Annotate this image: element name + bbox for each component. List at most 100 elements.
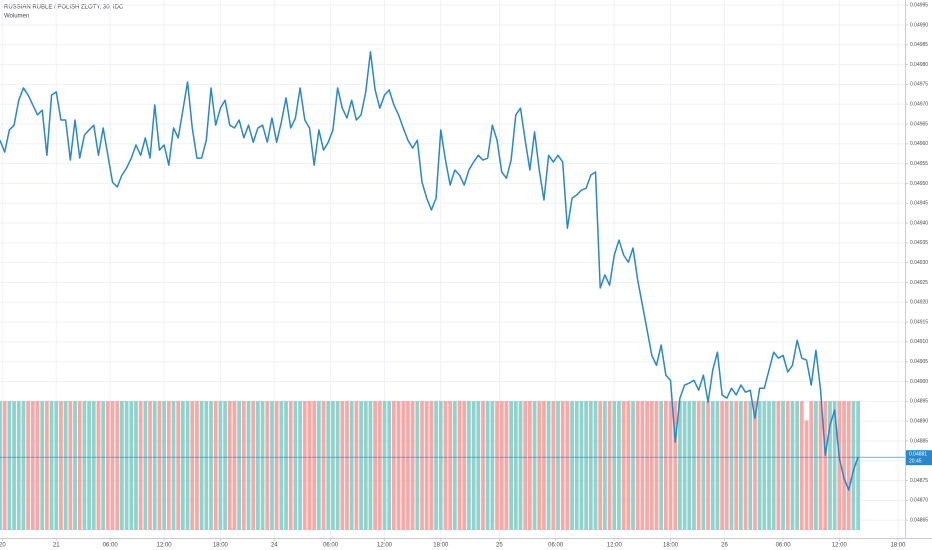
- x-tick-label: 12:00: [607, 543, 623, 549]
- y-tick-label: 0.04980: [910, 62, 928, 68]
- volume-bar: [490, 401, 495, 530]
- volume-bar: [2, 401, 7, 530]
- volume-bar: [710, 401, 715, 530]
- volume-bar: [443, 401, 448, 530]
- volume-bar: [663, 401, 668, 530]
- volume-bar: [45, 401, 49, 530]
- y-tick-label: 0.04900: [910, 379, 928, 385]
- y-tick-label: 0.04945: [910, 201, 928, 207]
- volume-bar: [415, 401, 420, 530]
- volume-bar: [316, 401, 321, 530]
- y-tick-label: 0.04890: [910, 418, 928, 424]
- volume-bar: [757, 401, 762, 530]
- x-tick-label: 06:00: [103, 543, 119, 549]
- volume-bar: [171, 401, 176, 530]
- y-tick-label: 0.04985: [910, 42, 928, 48]
- volume-bar: [424, 401, 429, 530]
- volume-bar: [232, 401, 237, 530]
- volume-bar: [134, 401, 138, 530]
- volume-bar: [635, 401, 640, 530]
- volume-bar: [16, 401, 21, 530]
- volume-bar: [767, 401, 771, 530]
- volume-bar: [68, 401, 73, 530]
- y-tick-label: 0.04955: [910, 161, 928, 167]
- volume-bar: [274, 401, 279, 530]
- y-tick-label: 0.04995: [910, 2, 928, 8]
- x-tick-label: 12:00: [377, 543, 393, 549]
- volume-bar: [832, 401, 837, 530]
- volume-bar: [293, 401, 298, 530]
- volume-bar: [692, 401, 696, 530]
- volume-bar: [532, 401, 537, 530]
- volume-bar: [359, 401, 363, 530]
- volume-bar: [312, 401, 317, 530]
- volume-bar: [537, 401, 542, 530]
- volume-bar: [176, 401, 181, 530]
- volume-bar: [467, 401, 471, 530]
- volume-bar: [91, 401, 96, 530]
- volume-bar: [241, 401, 246, 530]
- volume-bar: [363, 401, 368, 530]
- volume-bar: [518, 401, 523, 530]
- x-tick-label: 24: [271, 543, 278, 549]
- volume-bar: [223, 401, 227, 530]
- volume-bar: [110, 401, 115, 530]
- y-tick-label: 0.04960: [910, 141, 928, 147]
- volume-bar: [527, 401, 532, 530]
- volume-bar: [115, 401, 120, 530]
- volume-bar: [120, 401, 124, 530]
- price-line: [0, 51, 859, 491]
- volume-bar: [565, 401, 570, 530]
- volume-bar: [598, 401, 603, 530]
- x-tick-label: 26: [721, 543, 728, 549]
- bar-timer: 20:45: [909, 459, 922, 465]
- volume-bar: [734, 401, 739, 530]
- volume-bar: [448, 401, 453, 530]
- volume-bar: [26, 401, 31, 530]
- volume-bar: [251, 401, 256, 530]
- volume-bar: [49, 401, 54, 530]
- volume-bar: [59, 401, 63, 530]
- volume-bar: [302, 401, 307, 530]
- volume-bar: [706, 401, 710, 530]
- volume-bar: [631, 401, 635, 530]
- volume-bar: [603, 401, 607, 530]
- volume-bar: [790, 401, 795, 530]
- y-tick-label: 0.04915: [910, 319, 928, 325]
- chart-title: RUSSIAN RUBLE / POLISH ZLOTY, 30, IDC: [4, 5, 124, 11]
- volume-bar: [748, 401, 753, 530]
- volume-bar: [396, 401, 401, 530]
- volume-bar: [828, 401, 832, 530]
- volume-bar: [485, 401, 490, 530]
- volume-bar: [560, 401, 565, 530]
- volume-bar: [452, 401, 457, 530]
- y-tick-label: 0.04905: [910, 359, 928, 365]
- volume-bar: [640, 401, 645, 530]
- volume-bar: [579, 401, 584, 530]
- volume-bar: [410, 401, 415, 530]
- volume-bar: [0, 401, 2, 530]
- volume-bar: [152, 401, 157, 530]
- y-tick-label: 0.04950: [910, 181, 928, 187]
- y-tick-label: 0.04875: [910, 478, 928, 484]
- y-tick-label: 0.04920: [910, 300, 928, 306]
- volume-bar: [349, 401, 354, 530]
- volume-bar: [823, 401, 828, 530]
- x-tick-label: 12:00: [157, 543, 173, 549]
- volume-bar: [701, 401, 706, 530]
- volume-bar: [335, 401, 340, 530]
- x-tick-label: 20: [0, 543, 6, 549]
- y-tick-label: 0.04930: [910, 260, 928, 266]
- volume-bar: [377, 401, 382, 530]
- volume-bar: [7, 401, 12, 530]
- volume-bar: [781, 401, 785, 530]
- volume-bar: [617, 401, 621, 530]
- volume-bar: [682, 401, 687, 530]
- volume-bar: [307, 401, 312, 530]
- volume-bar: [199, 401, 204, 530]
- volume-bar: [35, 401, 40, 530]
- volume-bar: [331, 401, 335, 530]
- volume-bar: [495, 401, 499, 530]
- volume-bar: [209, 401, 213, 530]
